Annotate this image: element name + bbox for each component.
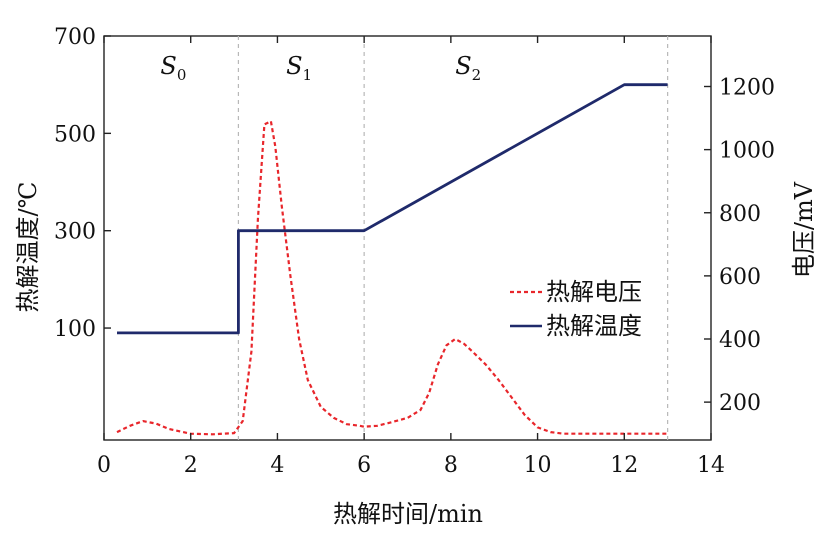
x-tick-label: 4 (270, 453, 284, 478)
y2-tick-label: 200 (719, 391, 761, 416)
y2-tick-label: 1000 (719, 139, 775, 164)
y-axis-right: 200 400 600 800 1000 1200 (704, 76, 775, 416)
x-tick-label: 12 (610, 453, 638, 478)
x-tick-label: 0 (97, 453, 111, 478)
x-tick-label: 8 (444, 453, 458, 478)
plot-area (103, 35, 712, 441)
y-tick-label: 100 (54, 317, 96, 342)
y2-tick-label: 800 (719, 202, 761, 227)
stage-labels: S0 S1 S2 (160, 52, 481, 84)
x-tick-label: 2 (184, 453, 198, 478)
y-tick-label: 500 (54, 122, 96, 147)
y2-tick-label: 400 (719, 328, 761, 353)
series-line-0 (116, 120, 668, 436)
x-axis-title: 热解时间/min (333, 500, 483, 528)
x-tick-label: 14 (697, 453, 725, 478)
y2-tick-label: 1200 (719, 76, 775, 101)
legend-label-voltage: 热解电压 (546, 278, 642, 306)
series-layer (116, 83, 668, 436)
x-tick-label: 6 (357, 453, 371, 478)
stage-label-2: S2 (455, 52, 481, 84)
y-axis-title: 热解温度/℃ (14, 182, 42, 313)
x-tick-label: 10 (524, 453, 552, 478)
y-axis-left: 100 300 500 700 (54, 25, 111, 342)
y-tick-label: 700 (54, 25, 96, 50)
y2-axis-title: 电压/mV (790, 181, 818, 278)
legend: 热解电压 热解温度 (510, 278, 642, 340)
legend-label-temperature: 热解温度 (546, 312, 642, 340)
y-tick-label: 300 (54, 220, 96, 245)
y2-tick-label: 600 (719, 265, 761, 290)
series-line-1 (117, 83, 668, 335)
x-axis: 0 2 4 6 8 10 12 14 (97, 36, 725, 478)
stage-label-1: S1 (286, 52, 312, 84)
stage-label-0: S0 (160, 52, 186, 84)
